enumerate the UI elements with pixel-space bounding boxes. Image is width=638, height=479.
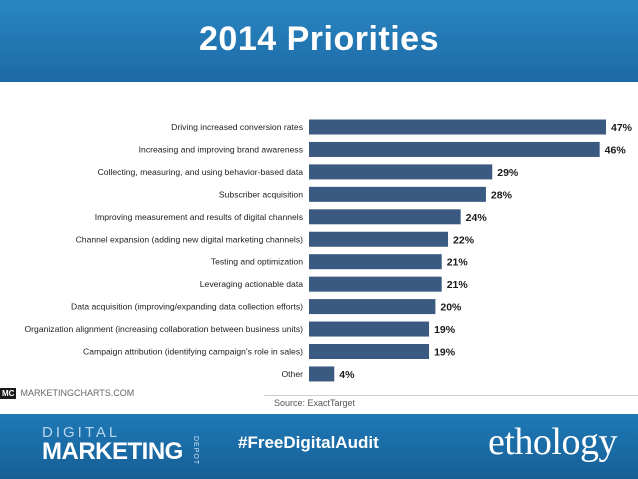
bar [309, 344, 430, 359]
source-citation: Source: ExactTarget [274, 398, 356, 408]
bar [309, 254, 442, 270]
category-label: Collecting, measuring, and using behavio… [98, 167, 304, 177]
digital-marketing-depot-logo: DIGITAL MARKETING DEPOT [42, 424, 202, 466]
bar [309, 119, 606, 135]
category-label: Increasing and improving brand awareness [139, 144, 303, 154]
bar-value-label: 4% [339, 369, 355, 381]
source-divider [264, 395, 638, 396]
category-label: Campaign attribution (identifying campai… [83, 347, 303, 357]
footer-bar: DIGITAL MARKETING DEPOT #FreeDigitalAudi… [0, 414, 638, 479]
bar [309, 164, 493, 180]
bar-value-label: 29% [497, 167, 519, 179]
category-label: Driving increased conversion rates [171, 122, 303, 132]
logo-line-depot: DEPOT [192, 436, 199, 466]
bar-value-label: 28% [491, 189, 513, 201]
bar [309, 186, 486, 202]
bar [309, 231, 449, 247]
bar-value-label: 22% [453, 234, 475, 246]
mc-badge: MC [0, 387, 17, 399]
bar [309, 141, 600, 157]
bar-value-label: 47% [611, 122, 633, 134]
bar [309, 209, 461, 225]
hashtag-text: #FreeDigitalAudit [238, 433, 379, 452]
mc-site-text: MARKETINGCHARTS.COM [20, 388, 135, 398]
category-label: Testing and optimization [211, 257, 303, 267]
bar-value-label: 20% [440, 302, 462, 314]
bar-value-label: 19% [434, 324, 456, 336]
bar-value-label: 21% [447, 279, 469, 291]
logo-line-marketing: MARKETING [42, 438, 183, 465]
category-label: Data acquisition (improving/expanding da… [71, 302, 303, 312]
category-label: Organization alignment (increasing colla… [25, 324, 304, 334]
bar-value-label: 19% [434, 347, 456, 359]
slide-title: 2014 Priorities [199, 20, 439, 58]
bar-value-label: 21% [447, 257, 469, 269]
bar [309, 276, 442, 292]
category-label: Other [282, 369, 304, 379]
marketingcharts-logo: MC MARKETINGCHARTS.COM [0, 386, 134, 400]
bar [309, 321, 430, 337]
logo-line-digital: DIGITAL [42, 424, 121, 441]
bar-value-label: 46% [605, 144, 627, 156]
ethology-logo: ethology [488, 421, 617, 463]
category-label: Channel expansion (adding new digital ma… [76, 234, 304, 244]
bar-chart: Driving increased conversion rates 47% Inc… [25, 119, 633, 382]
bar [309, 299, 436, 315]
slide-header: 2014 Priorities [0, 0, 638, 82]
category-label: Leveraging actionable data [200, 279, 303, 289]
category-label: Subscriber acquisition [219, 189, 303, 199]
category-label: Improving measurement and results of dig… [95, 212, 303, 222]
bar-value-label: 24% [466, 212, 488, 224]
bar [309, 366, 335, 382]
chart-panel: Driving increased conversion rates 47% Inc… [0, 82, 638, 414]
